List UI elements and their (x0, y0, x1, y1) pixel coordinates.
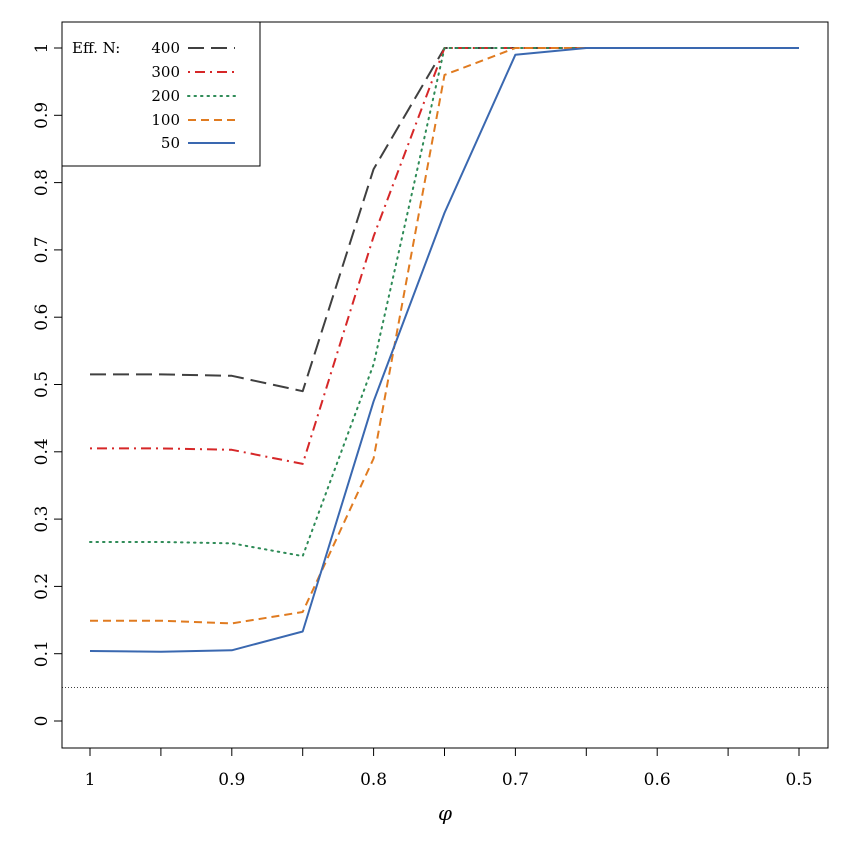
y-tick-label: 0.7 (32, 236, 52, 263)
y-tick-label: 0.5 (32, 371, 52, 398)
y-axis: 0 0.1 0.2 0.3 0.4 0.5 0.6 0.7 0.8 0.9 1 (32, 43, 62, 727)
x-axis: 1 0.9 0.8 0.7 0.6 0.5 (85, 748, 813, 790)
x-tick-label: 0.6 (644, 770, 671, 790)
x-axis-title: φ (438, 801, 452, 825)
legend-label-50: 50 (161, 134, 180, 152)
legend-label-300: 300 (151, 63, 180, 81)
y-tick-label: 0.4 (32, 438, 52, 465)
y-tick-label: 0.9 (32, 102, 52, 129)
legend: Eff. N: 400 300 200 100 50 (61, 21, 261, 167)
legend-label-200: 200 (151, 87, 180, 105)
legend-label-100: 100 (151, 111, 180, 129)
legend-title: Eff. N: (72, 39, 120, 57)
y-tick-label: 0.8 (32, 169, 52, 196)
y-tick-label: 0.3 (32, 506, 52, 533)
y-tick-label: 0.6 (32, 304, 52, 331)
series-layer (89, 47, 800, 653)
x-tick-label: 0.7 (502, 770, 529, 790)
x-tick-label: 0.9 (218, 770, 245, 790)
legend-label-400: 400 (151, 39, 180, 57)
y-tick-label: 0 (32, 716, 52, 727)
x-tick-label: 0.5 (785, 770, 812, 790)
y-tick-label: 0.1 (32, 640, 52, 667)
x-tick-label: 1 (85, 770, 96, 790)
y-tick-label: 1 (32, 43, 52, 54)
y-tick-label: 0.2 (32, 573, 52, 600)
series-line-200 (89, 47, 800, 558)
x-tick-label: 0.8 (360, 770, 387, 790)
series-line-50 (89, 47, 799, 653)
